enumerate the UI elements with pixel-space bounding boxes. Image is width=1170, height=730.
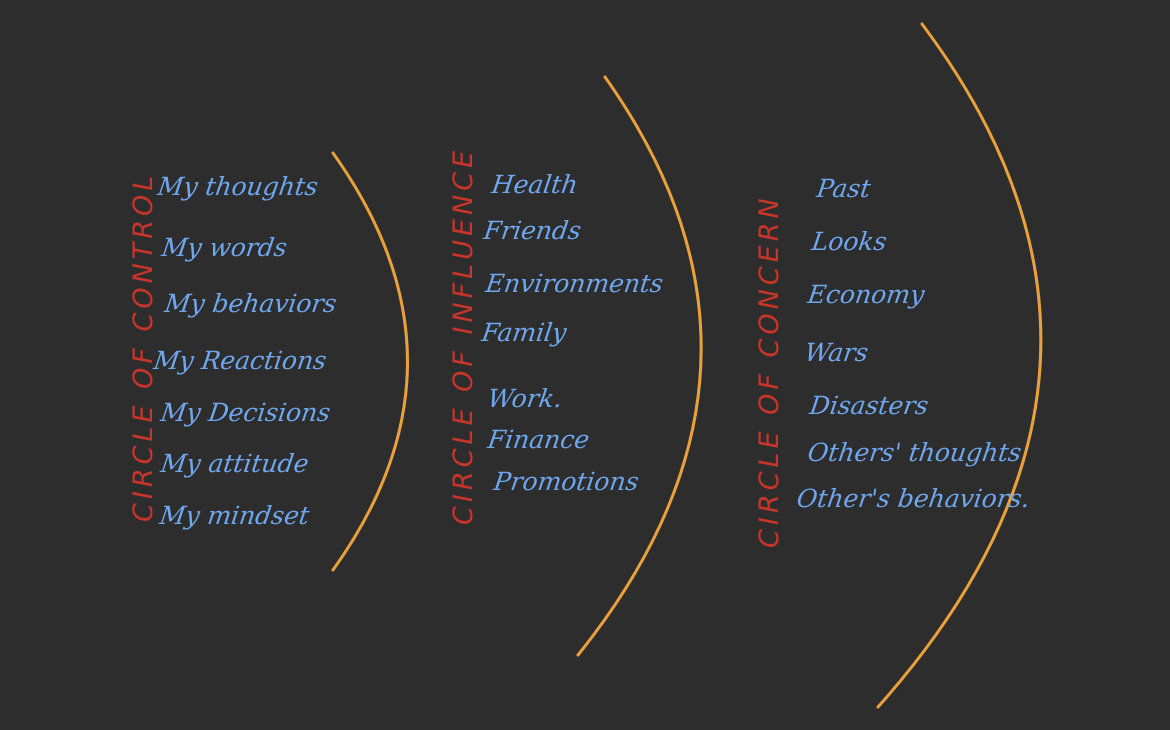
- list-item: Friends: [481, 216, 584, 245]
- list-item: Disasters: [807, 391, 931, 420]
- list-item: Environments: [483, 269, 666, 298]
- list-item: Family: [479, 318, 569, 347]
- list-item: My Reactions: [151, 346, 329, 375]
- list-item: My Decisions: [158, 398, 333, 427]
- list-item: Work.: [485, 384, 565, 413]
- list-item: My thoughts: [155, 172, 320, 201]
- list-item: Other's behaviors.: [794, 484, 1032, 513]
- list-item: Wars: [802, 338, 871, 367]
- arc-concern: [876, 22, 1043, 709]
- list-item: My words: [159, 233, 289, 262]
- heading-circle-of-influence: CIRCLE OF INFLUENCE: [448, 146, 479, 525]
- list-item: My mindset: [157, 501, 312, 530]
- list-item: My behaviors: [162, 289, 339, 318]
- list-item: Others' thoughts: [805, 438, 1024, 467]
- heading-circle-of-control: CIRCLE OF CONTROL: [128, 171, 159, 522]
- list-item: Looks: [809, 227, 889, 256]
- list-item: Economy: [805, 280, 927, 309]
- heading-circle-of-concern: CIRCLE OF CONCERN: [754, 194, 785, 548]
- list-item: My attitude: [158, 449, 311, 478]
- list-item: Promotions: [491, 467, 641, 496]
- arc-influence: [576, 75, 703, 657]
- list-item: Health: [489, 170, 580, 199]
- list-item: Finance: [485, 425, 592, 454]
- arc-control: [331, 151, 409, 572]
- list-item: Past: [814, 174, 873, 203]
